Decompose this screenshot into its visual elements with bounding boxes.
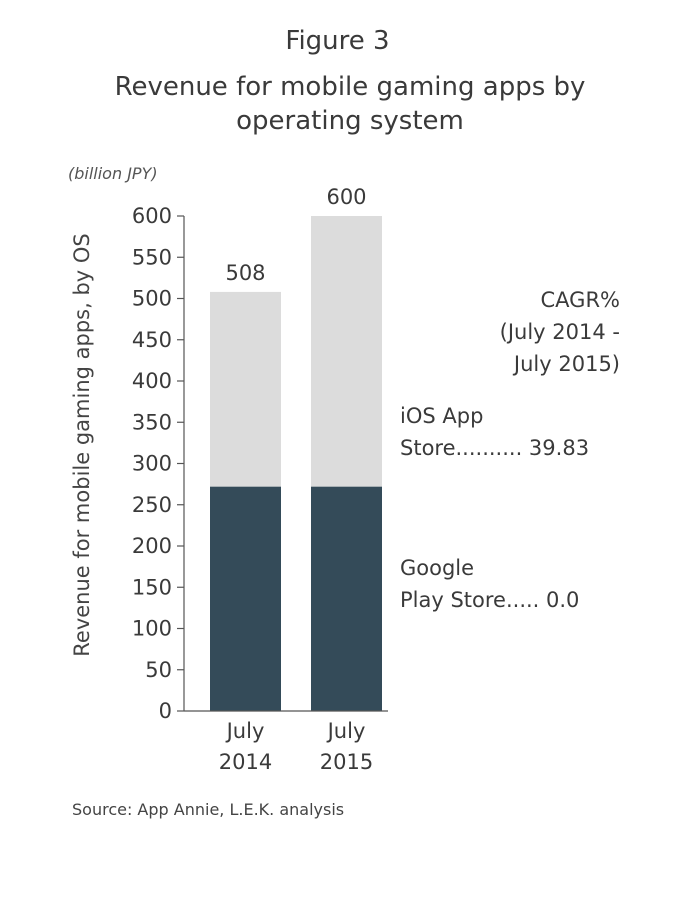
y-tick-label-8: 400 (132, 369, 172, 393)
legend-ios-value: Store.......... 39.83 (400, 436, 590, 460)
y-tick-label-10: 500 (132, 287, 172, 311)
legend-google-value: Play Store..... 0.0 (400, 588, 580, 612)
y-tick-label-4: 200 (132, 534, 172, 558)
y-tick-label-1: 50 (145, 658, 172, 682)
cagr-title-line-1: CAGR% (540, 288, 620, 312)
legend-google-name: Google (400, 556, 475, 580)
bar-total-label-0: 508 (225, 261, 265, 285)
cagr-legend-title: CAGR% (July 2014 - July 2015) (470, 284, 620, 380)
y-tick-label-7: 350 (132, 410, 172, 434)
y-tick-label-0: 0 (159, 699, 172, 723)
cagr-title-line-2: (July 2014 - (499, 320, 620, 344)
bar-google-1 (311, 486, 382, 711)
legend-ios: iOS App Store.......... 39.83 (400, 400, 589, 464)
figure-label: Figure 3 (285, 26, 390, 56)
y-tick-label-9: 450 (132, 328, 172, 352)
legend-ios-name: iOS App (400, 404, 484, 428)
y-tick-label-12: 600 (132, 204, 172, 228)
chart-title: Revenue for mobile gaming apps by operat… (60, 70, 640, 138)
bar-ios-1 (311, 216, 382, 487)
y-tick-label-5: 250 (132, 493, 172, 517)
x-tick-label-1-0: July (326, 719, 366, 743)
x-tick-label-1-1: 2015 (320, 750, 373, 774)
bar-total-label-1: 600 (326, 185, 366, 209)
source-note: Source: App Annie, L.E.K. analysis (72, 800, 345, 819)
y-tick-label-2: 100 (132, 617, 172, 641)
y-tick-label-3: 150 (132, 575, 172, 599)
legend-google: Google Play Store..... 0.0 (400, 552, 579, 616)
chart-title-line-2: operating system (236, 106, 464, 136)
bar-ios-0 (210, 291, 281, 487)
bar-google-0 (210, 486, 281, 711)
y-tick-label-6: 300 (132, 452, 172, 476)
x-tick-label-0-0: July (225, 719, 265, 743)
x-tick-label-0-1: 2014 (219, 750, 272, 774)
chart-title-line-1: Revenue for mobile gaming apps by (114, 72, 586, 102)
cagr-title-line-3: July 2015) (513, 352, 620, 376)
unit-label: (billion JPY) (68, 164, 158, 183)
y-tick-label-11: 550 (132, 245, 172, 269)
